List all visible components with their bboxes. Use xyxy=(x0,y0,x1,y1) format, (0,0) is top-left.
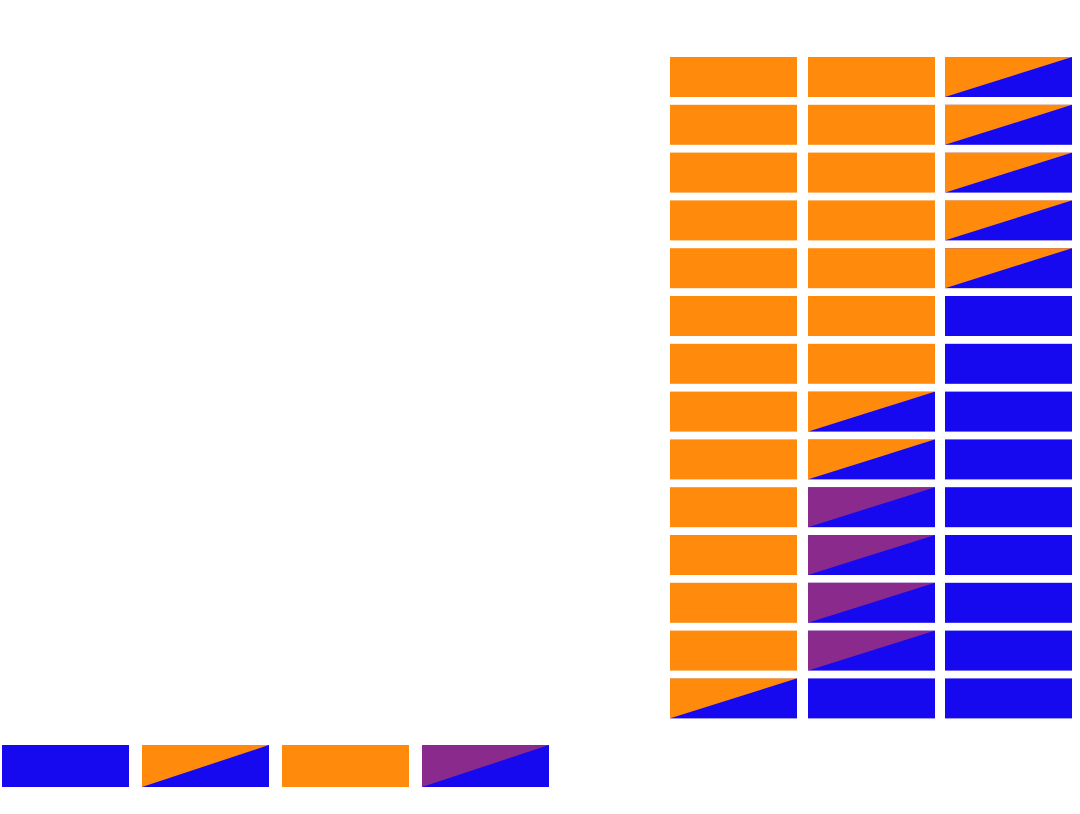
orange-triangle xyxy=(945,57,1072,97)
grid-tile-r7-c2 xyxy=(808,343,935,384)
grid-tile-r13-c3 xyxy=(945,630,1072,671)
tile-base xyxy=(670,343,797,384)
grid-tile-r8-c2 xyxy=(808,391,935,432)
grid-tile-r10-c3 xyxy=(945,487,1072,528)
legend-row xyxy=(2,745,549,787)
purple-triangle xyxy=(808,582,935,623)
tile-base xyxy=(670,582,797,623)
tile-base xyxy=(2,745,129,787)
tile-base xyxy=(808,152,935,193)
tile-base xyxy=(808,248,935,289)
grid-tile-r14-c3 xyxy=(945,678,1072,719)
grid-tile-r5-c2 xyxy=(808,248,935,289)
grid-tile-r11-c1 xyxy=(670,535,797,575)
tile-base xyxy=(670,630,797,671)
tile-base xyxy=(808,678,935,719)
purple-triangle xyxy=(808,487,935,528)
grid-tile-r1-c3 xyxy=(945,57,1072,97)
tile-base xyxy=(670,391,797,432)
grid-tile-r8-c3 xyxy=(945,391,1072,432)
tile-base xyxy=(670,487,797,528)
grid-tile-r10-c2 xyxy=(808,487,935,528)
tile-base xyxy=(808,343,935,384)
grid-tile-r7-c3 xyxy=(945,343,1072,384)
tile-base xyxy=(670,104,797,145)
grid-tile-r3-c2 xyxy=(808,152,935,193)
grid-tile-r3-c1 xyxy=(670,152,797,193)
tile-base xyxy=(945,487,1072,528)
grid-tile-r1-c2 xyxy=(808,57,935,97)
grid-tile-r5-c3 xyxy=(945,248,1072,289)
legend-tile-3 xyxy=(282,745,409,787)
tile-base xyxy=(670,248,797,289)
tile-base xyxy=(945,391,1072,432)
tile-base xyxy=(945,439,1072,480)
grid-tile-r6-c3 xyxy=(945,296,1072,336)
tile-base xyxy=(945,678,1072,719)
tile-base xyxy=(670,200,797,241)
tile-base xyxy=(945,535,1072,575)
grid-tile-r13-c1 xyxy=(670,630,797,671)
legend-tile-4 xyxy=(422,745,549,787)
grid-tile-r5-c1 xyxy=(670,248,797,289)
tile-base xyxy=(670,439,797,480)
grid-tile-r12-c3 xyxy=(945,582,1072,623)
grid-tile-r2-c3 xyxy=(945,104,1072,145)
orange-triangle xyxy=(945,152,1072,193)
grid-tile-r10-c1 xyxy=(670,487,797,528)
grid-tile-r8-c1 xyxy=(670,391,797,432)
purple-triangle xyxy=(808,535,935,575)
grid-tile-r1-c1 xyxy=(670,57,797,97)
orange-triangle xyxy=(142,745,269,787)
grid-tile-r2-c2 xyxy=(808,104,935,145)
tile-base xyxy=(945,630,1072,671)
purple-triangle xyxy=(808,630,935,671)
tile-base xyxy=(670,152,797,193)
orange-triangle xyxy=(945,104,1072,145)
tile-base xyxy=(945,582,1072,623)
tile-base xyxy=(670,535,797,575)
legend-tile-1 xyxy=(2,745,129,787)
grid-tile-r13-c2 xyxy=(808,630,935,671)
tile-base xyxy=(945,343,1072,384)
grid-tile-r11-c2 xyxy=(808,535,935,575)
grid-tile-r9-c3 xyxy=(945,439,1072,480)
tile-grid xyxy=(670,57,1072,719)
tile-base xyxy=(808,200,935,241)
tile-base xyxy=(670,57,797,97)
orange-triangle xyxy=(808,439,935,480)
grid-tile-r9-c2 xyxy=(808,439,935,480)
tile-base xyxy=(670,296,797,336)
grid-tile-r4-c3 xyxy=(945,200,1072,241)
tile-base xyxy=(945,296,1072,336)
orange-triangle xyxy=(808,391,935,432)
tile-base xyxy=(808,104,935,145)
grid-tile-r6-c1 xyxy=(670,296,797,336)
grid-tile-r4-c1 xyxy=(670,200,797,241)
grid-tile-r3-c3 xyxy=(945,152,1072,193)
tile-base xyxy=(808,296,935,336)
grid-tile-r6-c2 xyxy=(808,296,935,336)
orange-triangle xyxy=(670,678,797,719)
orange-triangle xyxy=(945,200,1072,241)
grid-tile-r2-c1 xyxy=(670,104,797,145)
grid-tile-r14-c2 xyxy=(808,678,935,719)
purple-triangle xyxy=(422,745,549,787)
grid-tile-r9-c1 xyxy=(670,439,797,480)
grid-tile-r14-c1 xyxy=(670,678,797,719)
grid-tile-r12-c1 xyxy=(670,582,797,623)
grid-tile-r11-c3 xyxy=(945,535,1072,575)
tile-base xyxy=(808,57,935,97)
legend-tile-2 xyxy=(142,745,269,787)
grid-tile-r7-c1 xyxy=(670,343,797,384)
tile-base xyxy=(282,745,409,787)
grid-tile-r12-c2 xyxy=(808,582,935,623)
grid-tile-r4-c2 xyxy=(808,200,935,241)
